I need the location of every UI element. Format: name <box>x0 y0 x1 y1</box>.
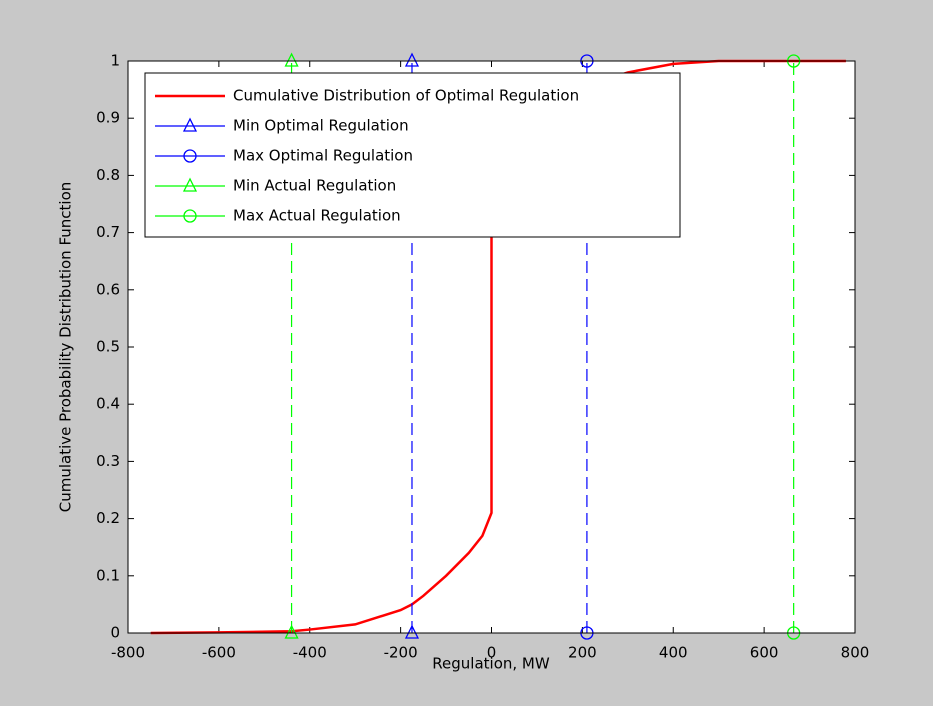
x-tick-label: 600 <box>750 644 779 662</box>
y-tick-label: 0 <box>110 624 120 642</box>
x-tick-label: 400 <box>659 644 688 662</box>
axes-frame <box>127 60 856 634</box>
legend: Cumulative Distribution of Optimal Regul… <box>144 72 681 238</box>
y-tick-label: 0.3 <box>96 452 120 470</box>
y-tick-label: 0.6 <box>96 280 120 298</box>
marker <box>182 117 198 132</box>
y-tick-label: 0.8 <box>96 166 120 184</box>
marker <box>182 177 198 192</box>
legend-label: Min Actual Regulation <box>233 177 396 195</box>
marker <box>404 52 420 67</box>
marker <box>404 624 420 639</box>
legend-label: Min Optimal Regulation <box>233 117 409 135</box>
marker <box>183 149 197 163</box>
x-tick-label: -600 <box>202 644 236 662</box>
y-axis-label: Cumulative Probability Distribution Func… <box>57 182 75 513</box>
x-tick-label: 0 <box>487 644 497 662</box>
y-tick-label: 0.5 <box>96 338 120 356</box>
legend-box <box>144 72 681 238</box>
y-tick-label: 1 <box>110 52 120 70</box>
marker <box>183 209 197 223</box>
x-tick-label: -400 <box>293 644 327 662</box>
legend-label: Max Optimal Regulation <box>233 147 413 165</box>
legend-label: Cumulative Distribution of Optimal Regul… <box>233 87 579 105</box>
x-tick-label: -200 <box>384 644 418 662</box>
legend-label: Max Actual Regulation <box>233 207 401 225</box>
y-tick-label: 0.1 <box>96 566 120 584</box>
y-tick-label: 0.9 <box>96 109 120 127</box>
x-tick-label: -800 <box>111 644 145 662</box>
y-tick-label: 0.7 <box>96 223 120 241</box>
y-tick-label: 0.4 <box>96 395 120 413</box>
marker <box>284 52 299 67</box>
y-tick-label: 0.2 <box>96 509 120 527</box>
x-tick-label: 200 <box>568 644 597 662</box>
x-axis-label: Regulation, MW <box>432 655 550 673</box>
marker <box>284 624 299 639</box>
x-tick-label: 800 <box>841 644 870 662</box>
